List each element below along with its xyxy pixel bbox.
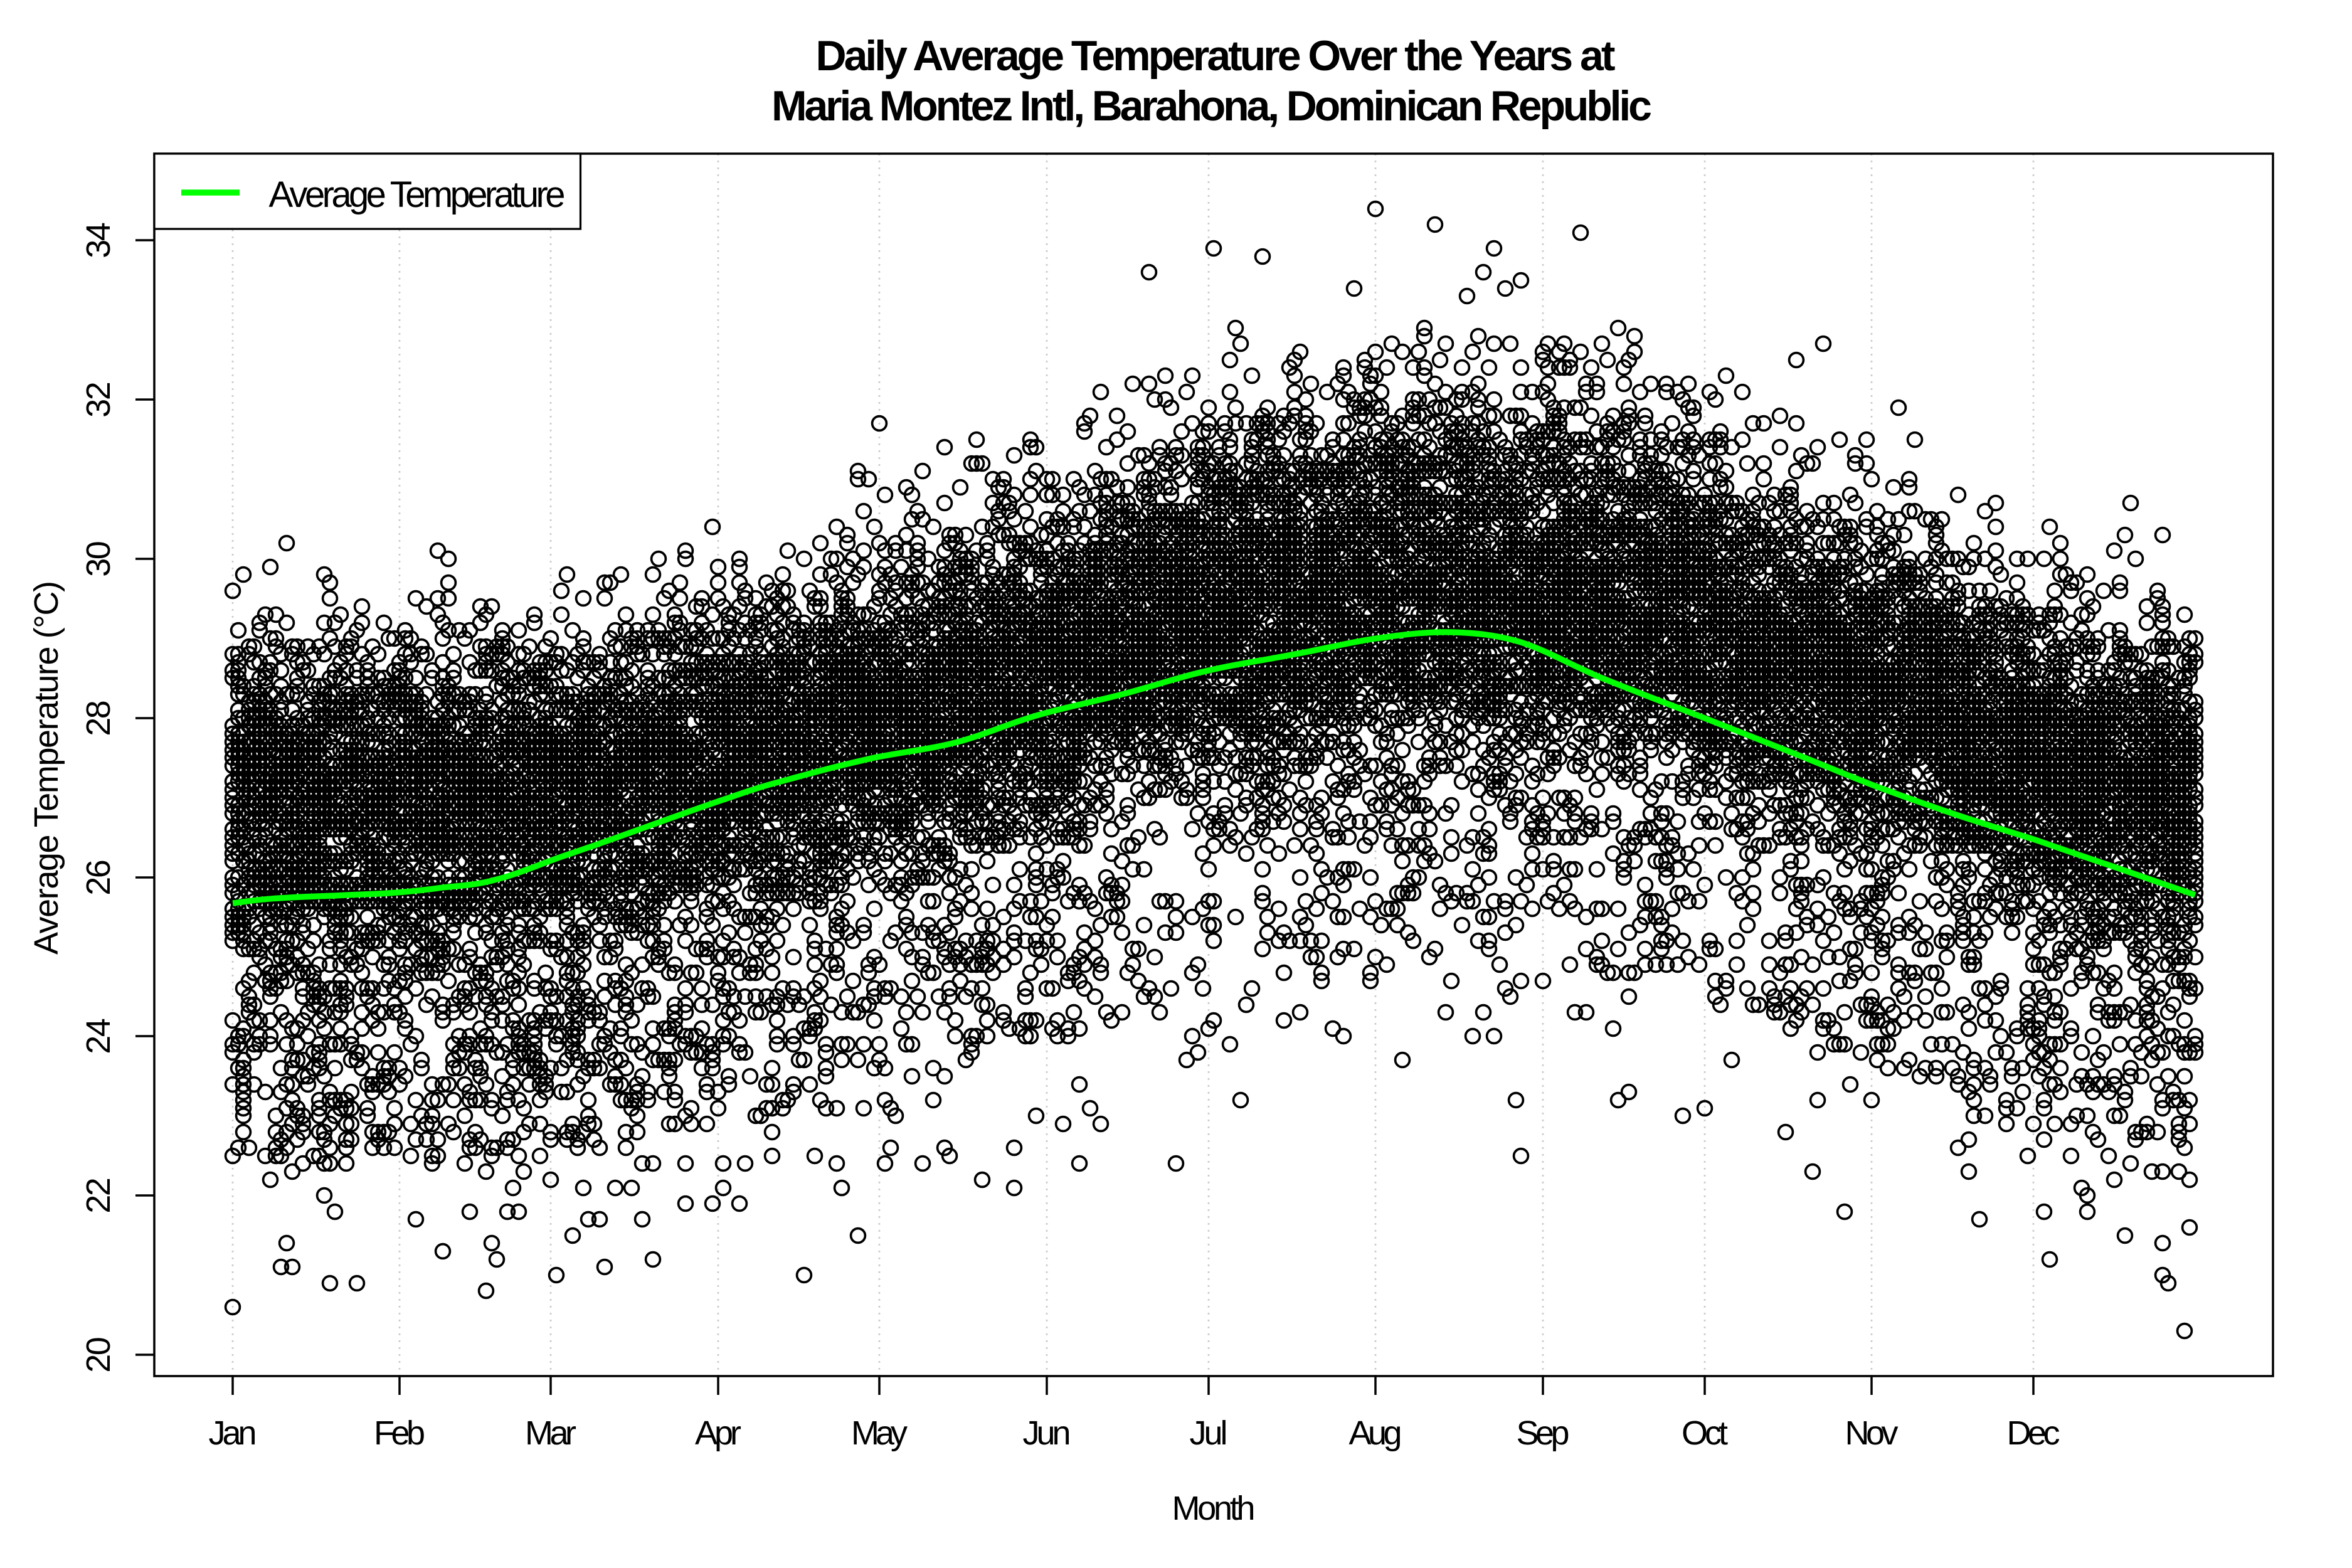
svg-text:Maria Montez Intl, Barahona, D: Maria Montez Intl, Barahona, Dominican R…: [771, 82, 1652, 130]
svg-text:Daily Average Temperature Over: Daily Average Temperature Over the Years…: [816, 32, 1616, 80]
